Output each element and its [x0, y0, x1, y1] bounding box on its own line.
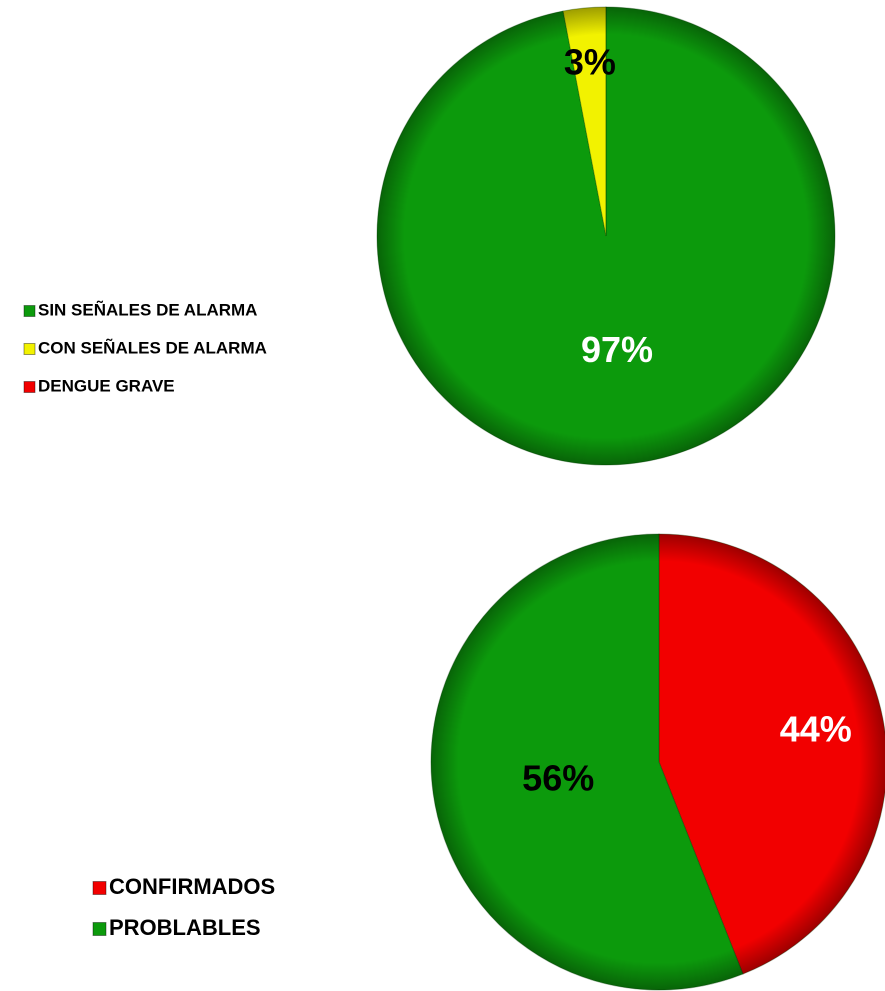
- data-label: 3%: [564, 42, 616, 83]
- legend-label: SIN SEÑALES DE ALARMA: [38, 299, 257, 319]
- legend-swatch: [92, 881, 107, 895]
- legend-label: CON SEÑALES DE ALARMA: [38, 337, 267, 357]
- legend-swatch: [23, 305, 36, 317]
- data-label: 44%: [780, 709, 852, 750]
- legend-label: PROBLABLES: [109, 915, 261, 940]
- legend-label: CONFIRMADOS: [109, 874, 275, 899]
- data-label: 56%: [522, 758, 594, 799]
- legend-label: DENGUE GRAVE: [38, 376, 175, 395]
- data-label: 97%: [581, 329, 653, 370]
- legend-swatch: [92, 922, 107, 936]
- legend-swatch: [23, 381, 36, 393]
- legend-swatch: [23, 343, 36, 355]
